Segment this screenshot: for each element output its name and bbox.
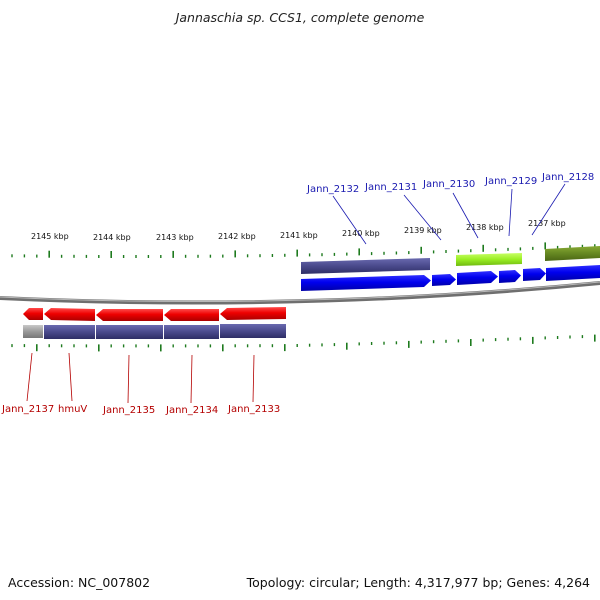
gene-label-jann-2137[interactable]: Jann_2137 <box>1 404 54 415</box>
kbp-label: 2137 kbp <box>528 219 566 228</box>
cds-arrow-jann-2133[interactable] <box>220 307 286 320</box>
reverse-gene-labels: Jann_2137 hmuV Jann_2135 Jann_2134 Jann_… <box>1 404 280 416</box>
gene-label-jann-2134[interactable]: Jann_2134 <box>165 405 218 416</box>
kbp-label: 2143 kbp <box>156 233 194 242</box>
gene-label-jann-2132[interactable]: Jann_2132 <box>306 184 359 195</box>
gene-label-jann-2133[interactable]: Jann_2133 <box>227 404 280 415</box>
kbp-label: 2144 kbp <box>93 233 131 242</box>
forward-cds-track <box>301 265 600 291</box>
cog-bar-jann-2135 <box>96 325 163 339</box>
leader-line <box>127 354 130 404</box>
cds-arrow-jann-2134[interactable] <box>164 309 219 321</box>
leader-line <box>332 195 367 245</box>
kbp-label: 2139 kbp <box>404 226 442 235</box>
cds-arrow-jann-2132[interactable] <box>301 275 431 291</box>
kbp-label: 2145 kbp <box>31 232 69 241</box>
leader-line <box>68 352 73 402</box>
kbp-label: 2142 kbp <box>218 232 256 241</box>
genome-title: Jannaschia sp. CCS1, complete genome <box>175 10 425 25</box>
cds-arrow-jann-2128[interactable] <box>523 268 546 281</box>
gene-label-jann-2130[interactable]: Jann_2130 <box>422 179 475 190</box>
leader-line <box>452 192 479 239</box>
leader-line <box>403 194 442 241</box>
cog-bars-reverse <box>23 324 286 339</box>
forward-gene-labels: Jann_2132 Jann_2131 Jann_2130 Jann_2129 … <box>306 172 594 195</box>
reverse-cds-track <box>23 307 286 321</box>
cog-bar-hmuv <box>44 325 95 339</box>
cog-bar-jann-2137 <box>23 325 43 338</box>
cds-arrow-jann-2137[interactable] <box>23 308 43 320</box>
cog-bar-jann-2129 <box>456 253 522 266</box>
leader-line <box>26 352 33 402</box>
cog-bars-forward <box>301 246 600 274</box>
leader-line <box>190 354 193 404</box>
gene-label-jann-2135[interactable]: Jann_2135 <box>102 405 155 416</box>
kbp-label: 2140 kbp <box>342 229 380 238</box>
scale-ticks-lower <box>11 334 596 352</box>
gene-label-jann-2131[interactable]: Jann_2131 <box>364 182 417 193</box>
kbp-label: 2138 kbp <box>466 223 504 232</box>
accession-label: Accession: NC_007802 <box>8 575 151 590</box>
genome-summary: Topology: circular; Length: 4,317,977 bp… <box>246 575 590 590</box>
gene-label-jann-2128[interactable]: Jann_2128 <box>541 172 594 183</box>
gene-label-leaders <box>26 183 566 404</box>
cog-bar-jann-2133 <box>220 324 286 338</box>
genome-backbone <box>0 281 600 305</box>
genome-backbone-highlight <box>0 281 600 303</box>
cog-bar-jann-2134 <box>164 325 219 339</box>
cds-arrow-jann-2131[interactable] <box>432 274 456 286</box>
cds-arrow-jann-2129[interactable] <box>499 270 521 283</box>
cds-arrow-next[interactable] <box>546 265 600 281</box>
kbp-label: 2141 kbp <box>280 231 318 240</box>
leader-line <box>508 188 513 237</box>
gene-label-hmuv[interactable]: hmuV <box>58 404 87 415</box>
cds-arrow-jann-2130[interactable] <box>457 271 498 285</box>
kbp-scale-labels: 2145 kbp 2144 kbp 2143 kbp 2142 kbp 2141… <box>31 219 566 242</box>
cds-arrow-hmuv[interactable] <box>44 308 95 321</box>
cds-arrow-jann-2135[interactable] <box>96 309 163 321</box>
cog-bar-jann-2128 <box>545 246 600 261</box>
leader-line <box>531 183 566 236</box>
leader-line <box>252 354 255 403</box>
cog-bar-jann-2132 <box>301 258 430 274</box>
gene-label-jann-2129[interactable]: Jann_2129 <box>484 176 537 187</box>
